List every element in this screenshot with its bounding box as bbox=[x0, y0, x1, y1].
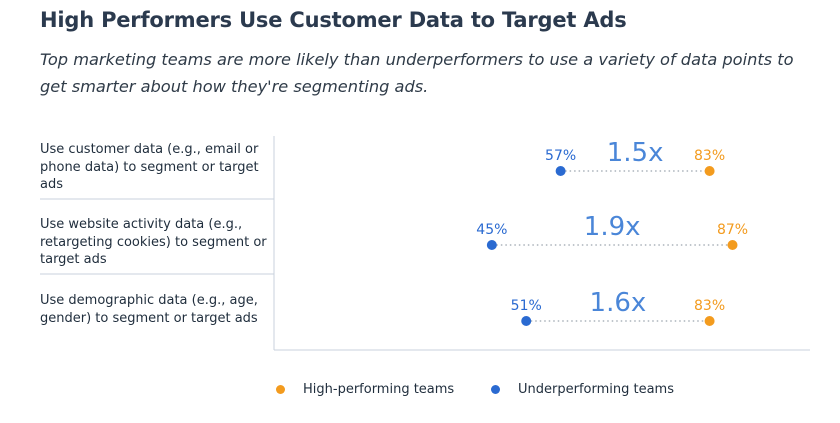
legend-underperforming: Underperforming teams bbox=[491, 382, 674, 397]
chart-subtitle: Top marketing teams are more likely than… bbox=[40, 50, 794, 96]
high-performing-dot bbox=[727, 240, 738, 250]
underperforming-value-label: 45% bbox=[476, 222, 507, 238]
underperforming-value-label: 57% bbox=[545, 148, 576, 164]
row-label-demographic: Use demographic data (e.g., age, gender)… bbox=[40, 293, 258, 326]
ratio-label: 1.5x bbox=[607, 138, 664, 168]
high-performing-dot bbox=[704, 166, 715, 176]
underperforming-value-label: 51% bbox=[511, 298, 542, 314]
ratio-label: 1.9x bbox=[584, 212, 641, 242]
high-performing-value-label: 87% bbox=[717, 222, 748, 238]
legend-high-label: High-performing teams bbox=[303, 382, 455, 397]
legend-under-label: Underperforming teams bbox=[518, 382, 674, 397]
row-label-website-activity: Use website activity data (e.g., retarge… bbox=[40, 217, 267, 267]
underperforming-dot bbox=[521, 316, 532, 326]
high-performing-dot bbox=[704, 316, 715, 326]
legend-high-dot bbox=[276, 385, 285, 394]
row-label-customer-data: Use customer data (e.g., email or phone … bbox=[40, 142, 259, 192]
legend-high-performing: High-performing teams bbox=[276, 382, 454, 397]
underperforming-dot bbox=[555, 166, 566, 176]
high-performing-value-label: 83% bbox=[694, 298, 725, 314]
underperforming-dot bbox=[486, 240, 497, 250]
legend-under-dot bbox=[491, 385, 500, 394]
chart-title: High Performers Use Customer Data to Tar… bbox=[40, 8, 627, 32]
ratio-label: 1.6x bbox=[590, 288, 647, 318]
high-performing-value-label: 83% bbox=[694, 148, 725, 164]
